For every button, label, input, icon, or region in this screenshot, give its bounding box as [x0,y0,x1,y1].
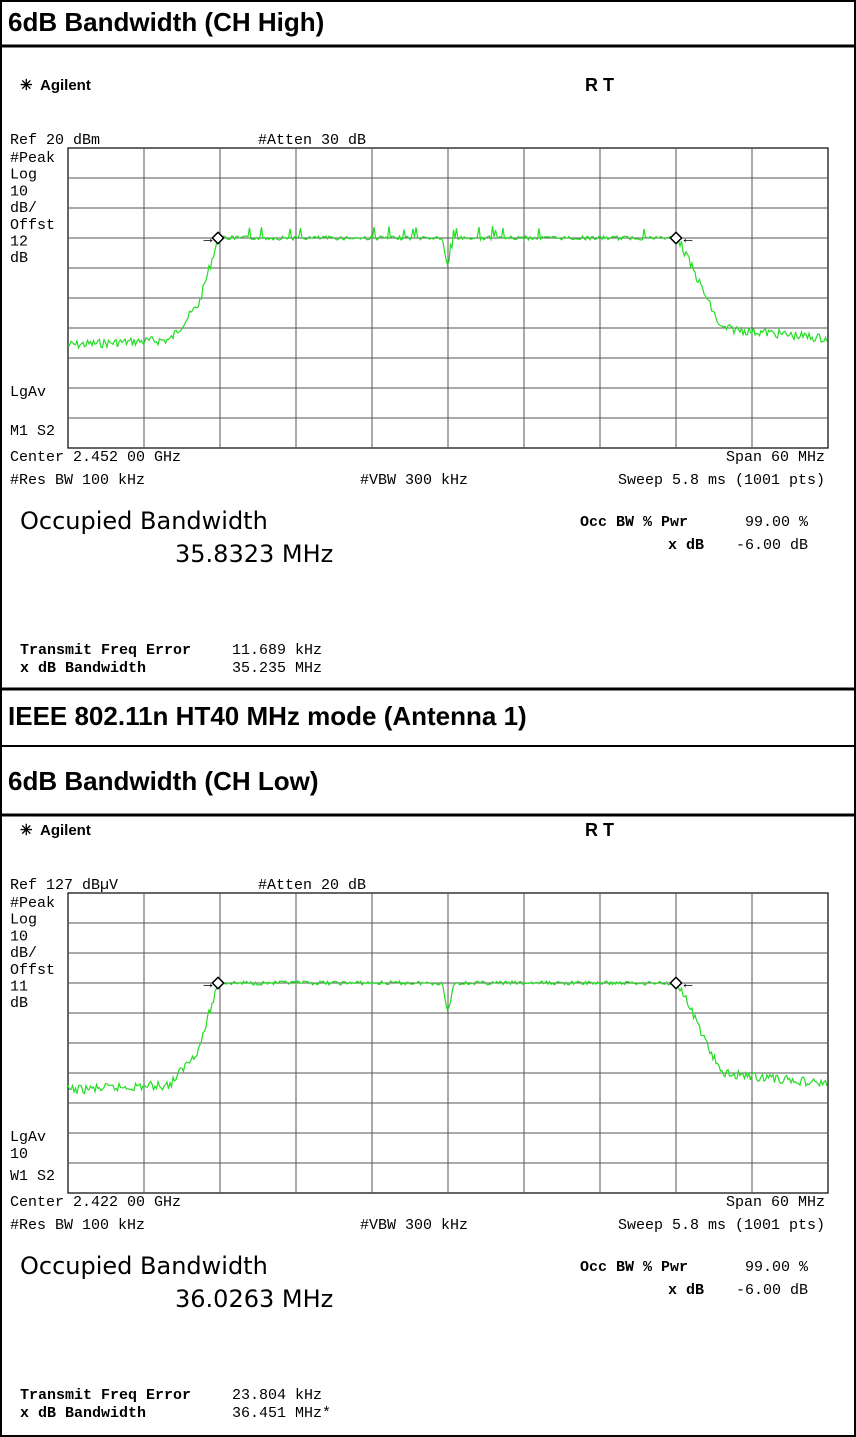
occ-value: 35.8323 MHz [175,540,333,568]
marker [211,231,225,245]
side-label: LgAv [10,384,46,401]
side-label: dB/ [10,945,37,962]
status: R T [585,820,614,840]
err-value: 11.689 kHz [232,642,322,659]
side-label: 10 [10,183,28,200]
xdb-value: -6.00 dB [736,537,808,554]
side-label: Offst [10,962,55,979]
xdb-label: x dB [668,1282,704,1299]
side-label: Log [10,167,37,184]
heading: IEEE 802.11n HT40 MHz mode (Antenna 1) [8,701,527,731]
occ-title: Occupied Bandwidth [20,1252,268,1280]
center: Center 2.452 00 GHz [10,449,181,466]
side-label: dB [10,995,28,1012]
err-label: Transmit Freq Error [20,642,191,659]
heading: 6dB Bandwidth (CH Low) [8,766,319,796]
span: Span 60 MHz [726,449,825,466]
bw-value: 35.235 MHz [232,660,322,677]
side-label: 10 [10,928,28,945]
vbw: #VBW 300 kHz [360,1217,468,1234]
err-value: 23.804 kHz [232,1387,322,1404]
xdb-value: -6.00 dB [736,1282,808,1299]
sweep: Sweep 5.8 ms (1001 pts) [618,1217,825,1234]
vbw: #VBW 300 kHz [360,472,468,489]
span: Span 60 MHz [726,1194,825,1211]
side-label: 12 [10,233,28,250]
pwr-label: Occ BW % Pwr [580,1259,688,1276]
atten: #Atten 30 dB [258,132,366,149]
bw-value: 36.451 MHz* [232,1405,331,1422]
marker-arrow: ← [683,976,692,993]
trace [67,979,828,1095]
side-label: W1 S2 [10,1168,55,1185]
err-label: Transmit Freq Error [20,1387,191,1404]
pwr-value: 99.00 % [745,514,809,531]
brand: Agilent [40,77,91,94]
side-label: dB [10,250,28,267]
atten: #Atten 20 dB [258,877,366,894]
side-label: Offst [10,217,55,234]
side-label: 11 [10,978,28,995]
occ-title: Occupied Bandwidth [20,507,268,535]
side-label: Log [10,912,37,929]
pwr-label: Occ BW % Pwr [580,514,688,531]
side-label: #Peak [10,150,55,167]
side-label: #Peak [10,895,55,912]
rbw: #Res BW 100 kHz [10,1217,145,1234]
ref: Ref 20 dBm [10,132,100,149]
side-label: dB/ [10,200,37,217]
marker-arrow: → [203,976,212,993]
marker [211,976,225,990]
status: R T [585,75,614,95]
center: Center 2.422 00 GHz [10,1194,181,1211]
heading: 6dB Bandwidth (CH High) [8,7,324,37]
bw-label: x dB Bandwidth [20,1405,146,1422]
marker [669,976,683,990]
pwr-value: 99.00 % [745,1259,809,1276]
bw-label: x dB Bandwidth [20,660,146,677]
xdb-label: x dB [668,537,704,554]
sweep: Sweep 5.8 ms (1001 pts) [618,472,825,489]
ref: Ref 127 dBµV [10,877,118,894]
marker-arrow: → [203,231,212,248]
side-label: 10 [10,1146,28,1163]
side-label: M1 S2 [10,423,55,440]
occ-value: 36.0263 MHz [175,1285,333,1313]
marker-arrow: ← [683,231,692,248]
brand-icon: ✳ [20,77,33,94]
brand-icon: ✳ [20,822,33,839]
brand: Agilent [40,822,91,839]
rbw: #Res BW 100 kHz [10,472,145,489]
side-label: LgAv [10,1129,46,1146]
marker [669,231,683,245]
trace [67,225,828,350]
